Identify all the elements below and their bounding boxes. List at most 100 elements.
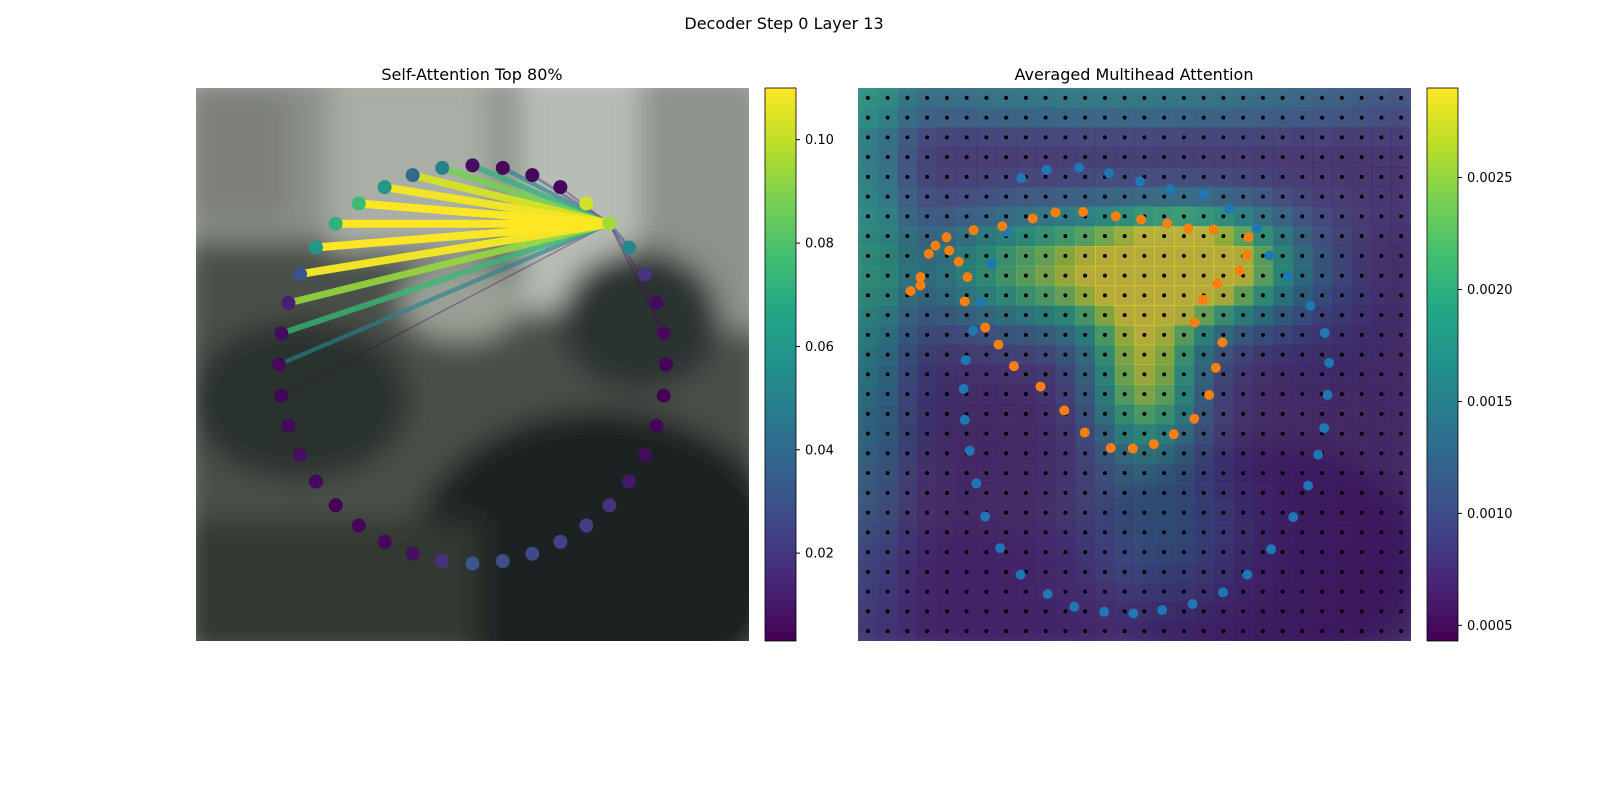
grid-dot (1122, 431, 1127, 436)
grid-dot (984, 234, 989, 239)
grid-dot (1260, 451, 1265, 456)
colorbar-tick-label: 0.0010 (1467, 507, 1513, 522)
right-panel-title: Averaged Multihead Attention (1015, 65, 1254, 84)
grid-dot (964, 471, 969, 476)
grid-dot (1221, 234, 1226, 239)
grid-dot (1241, 115, 1246, 120)
grid-dot (1142, 194, 1147, 199)
grid-dot (1181, 392, 1186, 397)
colorbar-tick-label: 0.02 (805, 547, 834, 562)
grid-dot (885, 589, 890, 594)
grid-dot (1102, 411, 1107, 416)
grid-dot (1181, 550, 1186, 555)
grid-dot (984, 609, 989, 614)
grid-dot (1063, 332, 1068, 337)
grid-dot (944, 194, 949, 199)
grid-dot (964, 115, 969, 120)
grid-dot (1339, 569, 1344, 574)
grid-dot (1300, 451, 1305, 456)
grid-dot (1004, 392, 1009, 397)
ring-point (435, 160, 450, 175)
grid-dot (1122, 293, 1127, 298)
grid-dot (925, 194, 930, 199)
grid-dot (1102, 115, 1107, 120)
grid-dot (1162, 155, 1167, 160)
grid-dot (1399, 234, 1404, 239)
grid-dot (1102, 293, 1107, 298)
grid-dot (1260, 194, 1265, 199)
grid-dot (1359, 451, 1364, 456)
grid-dot (905, 95, 910, 100)
grid-dot (984, 352, 989, 357)
blue-landmark-point (980, 511, 991, 522)
blue-landmark-point (1313, 449, 1324, 460)
grid-dot (1221, 431, 1226, 436)
grid-dots (865, 95, 1404, 634)
grid-dot (1023, 95, 1028, 100)
grid-dot (1260, 293, 1265, 298)
grid-dot (1201, 550, 1206, 555)
grid-dot (944, 510, 949, 515)
grid-dot (984, 253, 989, 258)
grid-dot (1221, 174, 1226, 179)
grid-dot (1260, 234, 1265, 239)
grid-dot (1241, 293, 1246, 298)
grid-dot (1122, 194, 1127, 199)
blue-landmark-point (995, 543, 1006, 554)
orange-landmark-point (1162, 218, 1173, 229)
grid-dot (964, 510, 969, 515)
grid-dot (925, 174, 930, 179)
grid-dot (865, 214, 870, 219)
orange-landmark-point (980, 322, 991, 333)
orange-landmark-point (930, 240, 941, 251)
grid-dot (964, 530, 969, 535)
grid-dot (1181, 629, 1186, 634)
grid-dot (1339, 471, 1344, 476)
blue-landmark-point (1319, 327, 1330, 338)
grid-dot (1260, 589, 1265, 594)
grid-dot (1102, 490, 1107, 495)
grid-dot (944, 411, 949, 416)
left-background-image (196, 88, 749, 641)
ring-point (377, 180, 392, 195)
grid-dot (1083, 609, 1088, 614)
grid-dot (1043, 95, 1048, 100)
grid-dot (1221, 332, 1226, 337)
grid-dot (865, 372, 870, 377)
grid-dot (944, 431, 949, 436)
grid-dot (1181, 95, 1186, 100)
grid-dot (1122, 332, 1127, 337)
grid-dot (1280, 490, 1285, 495)
grid-dot (1004, 510, 1009, 515)
grid-dot (1043, 431, 1048, 436)
grid-dot (1063, 510, 1068, 515)
grid-dot (944, 550, 949, 555)
grid-dot (1359, 174, 1364, 179)
grid-dot (1142, 352, 1147, 357)
grid-dot (1162, 569, 1167, 574)
grid-dot (1063, 155, 1068, 160)
grid-dot (1280, 194, 1285, 199)
grid-dot (865, 550, 870, 555)
grid-dot (964, 490, 969, 495)
grid-dot (1122, 115, 1127, 120)
grid-dot (1102, 569, 1107, 574)
grid-dot (964, 589, 969, 594)
grid-dot (1023, 155, 1028, 160)
blue-landmark-point (1198, 189, 1209, 200)
grid-dot (1320, 234, 1325, 239)
grid-dot (905, 155, 910, 160)
grid-dot (1043, 135, 1048, 140)
grid-dot (1260, 510, 1265, 515)
grid-dot (1043, 293, 1048, 298)
ring-point (659, 357, 674, 372)
grid-dot (1102, 550, 1107, 555)
grid-dot (905, 431, 910, 436)
ring-point (293, 267, 308, 282)
grid-dot (885, 313, 890, 318)
grid-dot (1260, 253, 1265, 258)
ring-point (649, 295, 664, 310)
grid-dot (1241, 510, 1246, 515)
grid-dot (1339, 372, 1344, 377)
blue-landmark-point (964, 445, 975, 456)
